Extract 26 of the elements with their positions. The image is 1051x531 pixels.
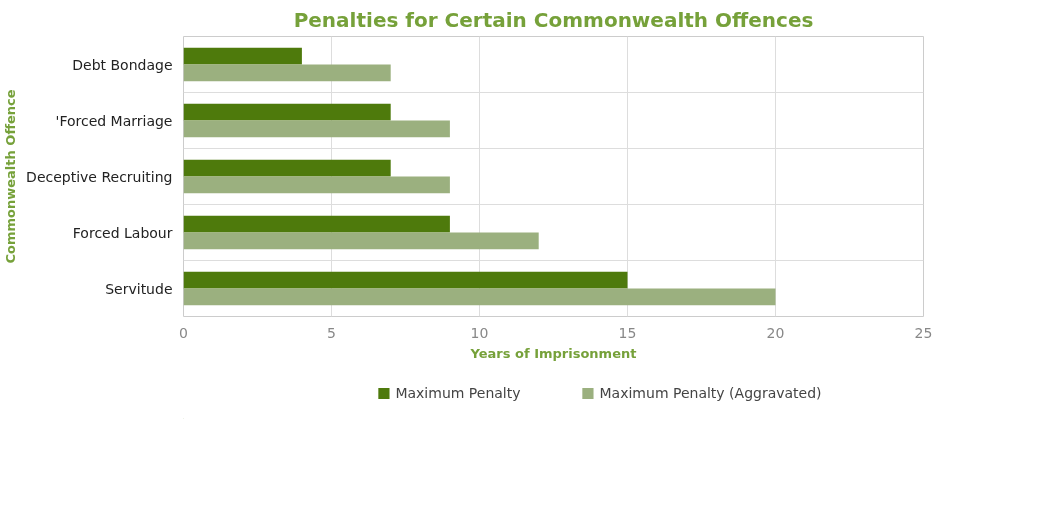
y-tick-label: Deceptive Recruiting	[26, 168, 173, 185]
bar	[183, 47, 302, 65]
x-axis-title: Years of Imprisonment	[469, 345, 637, 361]
bar	[183, 176, 450, 194]
x-tick-label: 10	[470, 324, 489, 341]
bar	[183, 159, 391, 177]
x-tick-label: 0	[179, 324, 188, 341]
y-tick-label: Forced Labour	[72, 224, 173, 241]
y-tick-label: 'Forced Marriage	[55, 112, 173, 129]
bar	[183, 103, 391, 121]
bar	[183, 271, 628, 289]
chart-title: Penalties for Certain Commonwealth Offences	[293, 7, 814, 32]
legend-label: Maximum Penalty (Aggravated)	[599, 385, 822, 401]
y-tick-label: Debt Bondage	[72, 56, 173, 73]
bar	[183, 288, 776, 306]
x-tick-label: 5	[327, 324, 336, 341]
x-tick-label: 20	[766, 324, 785, 341]
y-tick-label: Servitude	[105, 280, 173, 297]
x-tick-label: 25	[914, 324, 933, 341]
y-axis-title: Commonwealth Offence	[3, 89, 19, 264]
bar	[183, 64, 391, 82]
bar	[183, 120, 450, 138]
legend-label: Maximum Penalty	[395, 385, 521, 401]
bar	[183, 215, 450, 233]
bar	[183, 232, 539, 250]
x-tick-label: 15	[618, 324, 637, 341]
